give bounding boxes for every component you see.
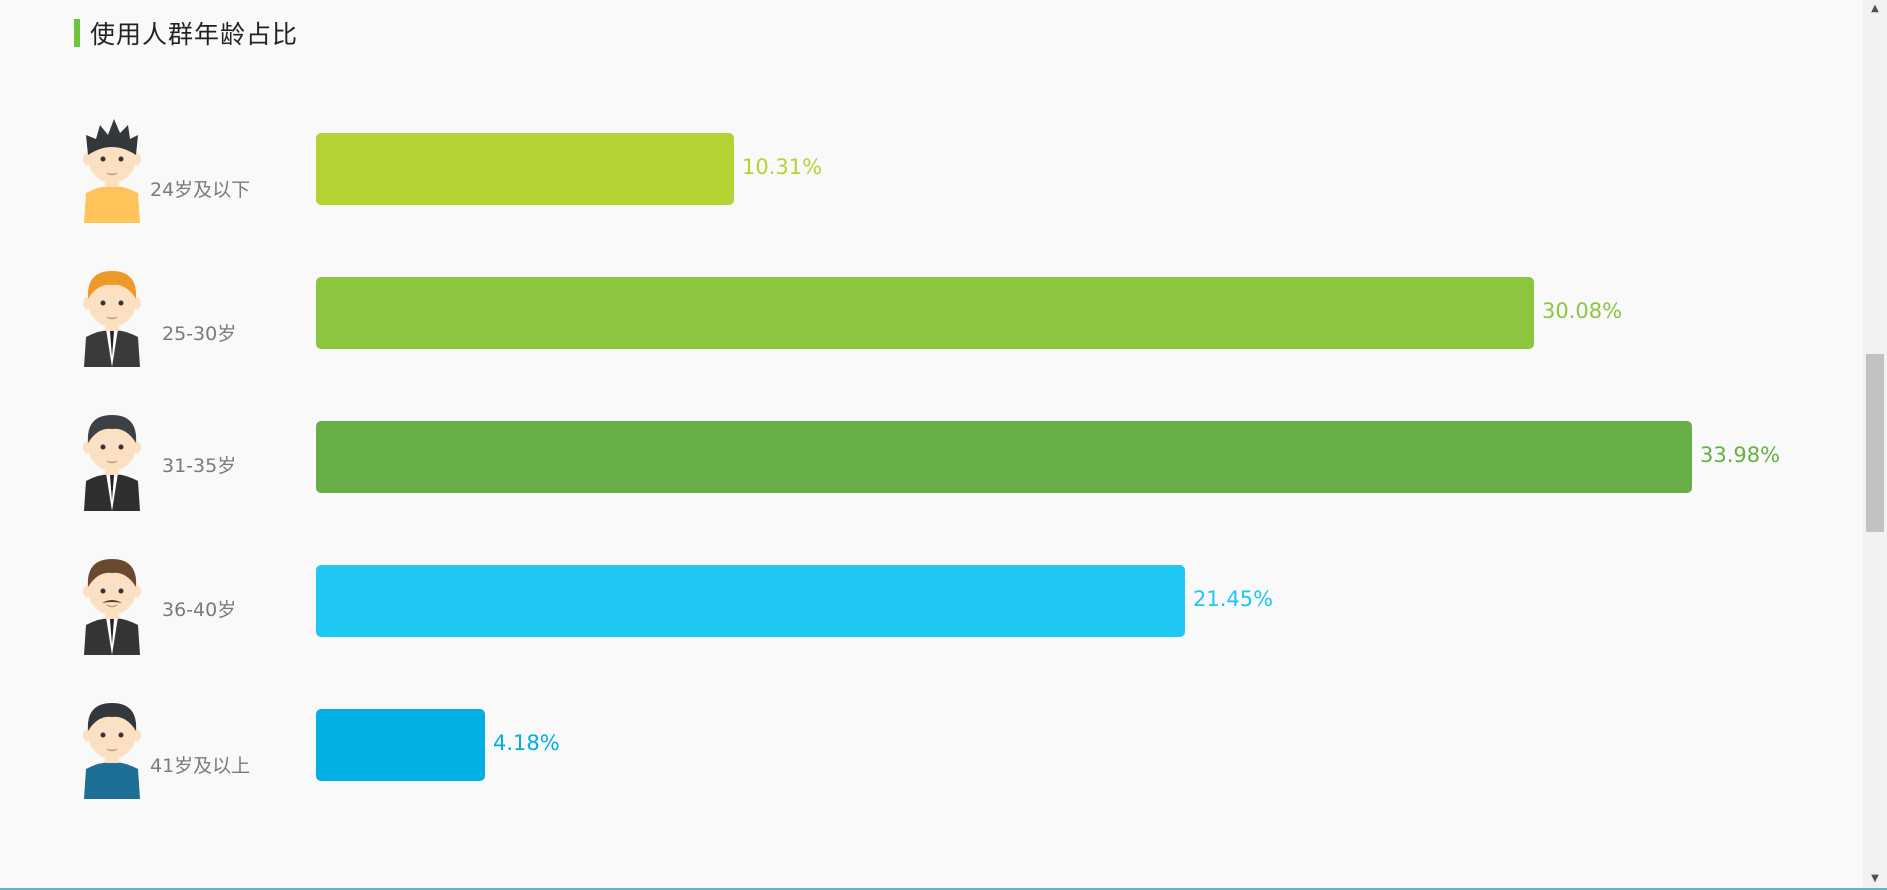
section-header: 使用人群年龄占比 bbox=[74, 18, 299, 49]
page-title: 使用人群年龄占比 bbox=[90, 20, 299, 49]
older-man-avatar bbox=[76, 689, 148, 799]
bar-value-label: 33.98% bbox=[1700, 443, 1781, 467]
bar bbox=[316, 565, 1185, 637]
category-label: 41岁及以上 bbox=[150, 755, 251, 777]
category-label: 25-30岁 bbox=[162, 323, 237, 345]
bar-value-label: 21.45% bbox=[1193, 587, 1274, 611]
bar-value-label: 10.31% bbox=[742, 155, 823, 179]
bar-value-label: 30.08% bbox=[1542, 299, 1623, 323]
bar-value-label: 4.18% bbox=[493, 731, 560, 755]
mustache-man-avatar bbox=[76, 545, 148, 655]
category-label: 31-35岁 bbox=[162, 455, 237, 477]
bar bbox=[316, 277, 1534, 349]
bar-row: 24岁及以下 10.31% bbox=[0, 113, 1860, 223]
spiky-hair-boy-avatar bbox=[76, 113, 148, 223]
bar bbox=[316, 709, 485, 781]
category-label: 36-40岁 bbox=[162, 599, 237, 621]
bar-row: 36-40岁 21.45% bbox=[0, 545, 1860, 655]
category-label: 24岁及以下 bbox=[150, 179, 251, 201]
scrollbar-thumb[interactable] bbox=[1866, 354, 1884, 532]
scroll-up-arrow-icon[interactable]: ▲ bbox=[1871, 3, 1879, 14]
scroll-down-arrow-icon[interactable]: ▼ bbox=[1871, 873, 1879, 884]
title-accent-bar bbox=[74, 19, 80, 47]
bar bbox=[316, 421, 1692, 493]
bar bbox=[316, 133, 734, 205]
vertical-scrollbar[interactable]: ▲ ▼ bbox=[1863, 0, 1887, 888]
bar-row: 31-35岁 33.98% bbox=[0, 401, 1860, 511]
orange-hair-man-avatar bbox=[76, 257, 148, 367]
suit-man-avatar bbox=[76, 401, 148, 511]
bar-row: 41岁及以上 4.18% bbox=[0, 689, 1860, 799]
bar-row: 25-30岁 30.08% bbox=[0, 257, 1860, 367]
